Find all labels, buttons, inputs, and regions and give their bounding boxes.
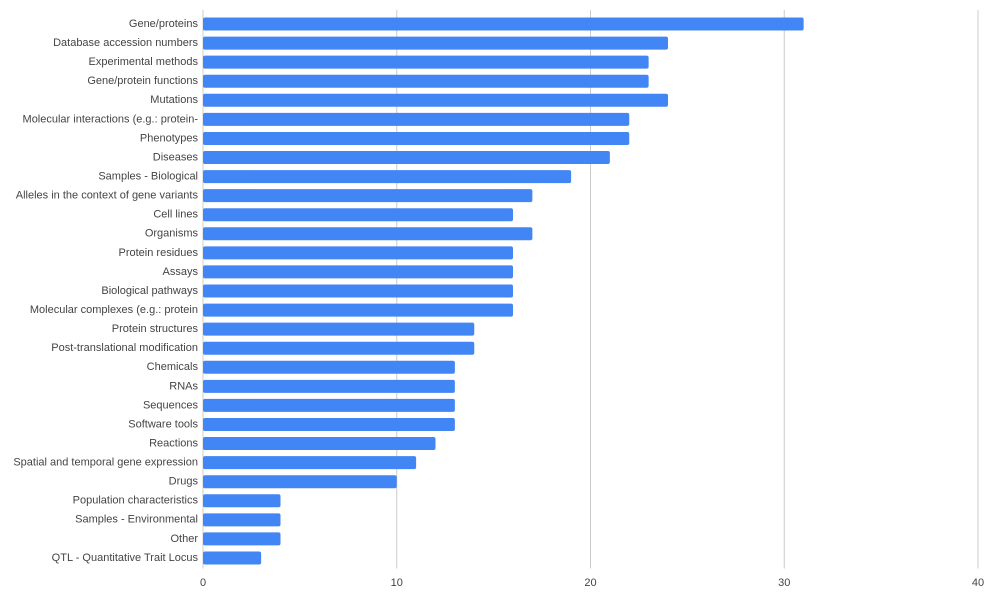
bar <box>203 284 513 298</box>
y-tick-label: Molecular complexes (e.g.: protein <box>30 304 198 316</box>
bar <box>203 189 533 203</box>
bar <box>203 170 572 184</box>
bar <box>203 131 630 145</box>
y-tick-label: Biological pathways <box>101 285 198 297</box>
bar <box>203 417 455 431</box>
bar <box>203 151 610 165</box>
y-tick-label: Protein residues <box>119 247 199 259</box>
y-tick-label: RNAs <box>169 380 198 392</box>
bar <box>203 208 513 222</box>
y-tick-label: Organisms <box>145 228 199 240</box>
bar <box>203 360 455 374</box>
bar <box>203 246 513 260</box>
y-tick-label: Assays <box>163 266 199 278</box>
bar <box>203 74 649 88</box>
x-tick-label: 0 <box>200 577 206 589</box>
y-tick-label: Molecular interactions (e.g.: protein- <box>23 113 199 125</box>
y-tick-label: Reactions <box>149 437 198 449</box>
bar <box>203 475 397 489</box>
y-tick-label: Samples - Biological <box>98 170 198 182</box>
x-tick-label: 30 <box>778 577 790 589</box>
y-tick-label: Protein structures <box>112 323 199 335</box>
y-tick-label: Phenotypes <box>140 132 199 144</box>
y-tick-label: Alleles in the context of gene variants <box>16 190 199 202</box>
bar <box>203 513 281 527</box>
bar <box>203 379 455 393</box>
bar <box>203 494 281 508</box>
bar <box>203 93 668 107</box>
bar <box>203 532 281 546</box>
bar <box>203 398 455 412</box>
bar <box>203 227 533 241</box>
y-tick-label: Diseases <box>153 151 199 163</box>
y-tick-label: Software tools <box>128 418 198 430</box>
bar <box>203 322 475 336</box>
bar <box>203 17 804 31</box>
bar <box>203 112 630 126</box>
bar <box>203 55 649 69</box>
y-tick-label: Population characteristics <box>73 495 199 507</box>
y-tick-label: Samples - Environmental <box>75 514 198 526</box>
y-tick-label: Gene/proteins <box>129 18 199 30</box>
y-tick-label: Sequences <box>143 399 199 411</box>
bar <box>203 265 513 279</box>
bar <box>203 341 475 355</box>
y-tick-label: Experimental methods <box>89 56 199 68</box>
bar <box>203 36 668 50</box>
y-tick-label: QTL - Quantitative Trait Locus <box>52 552 199 564</box>
y-tick-label: Gene/protein functions <box>87 75 198 87</box>
x-tick-label: 20 <box>584 577 596 589</box>
bar <box>203 456 417 470</box>
x-tick-label: 10 <box>391 577 403 589</box>
x-tick-label: 40 <box>972 577 984 589</box>
y-tick-label: Cell lines <box>153 209 198 221</box>
y-tick-label: Other <box>170 533 198 545</box>
y-tick-label: Database accession numbers <box>53 37 198 49</box>
y-tick-label: Mutations <box>150 94 198 106</box>
bar <box>203 303 513 317</box>
y-tick-label: Post-translational modification <box>51 342 198 354</box>
bar <box>203 437 436 451</box>
y-tick-label: Drugs <box>169 476 199 488</box>
y-tick-label: Chemicals <box>147 361 199 373</box>
y-tick-label: Spatial and temporal gene expression <box>13 457 198 469</box>
bar <box>203 551 262 565</box>
